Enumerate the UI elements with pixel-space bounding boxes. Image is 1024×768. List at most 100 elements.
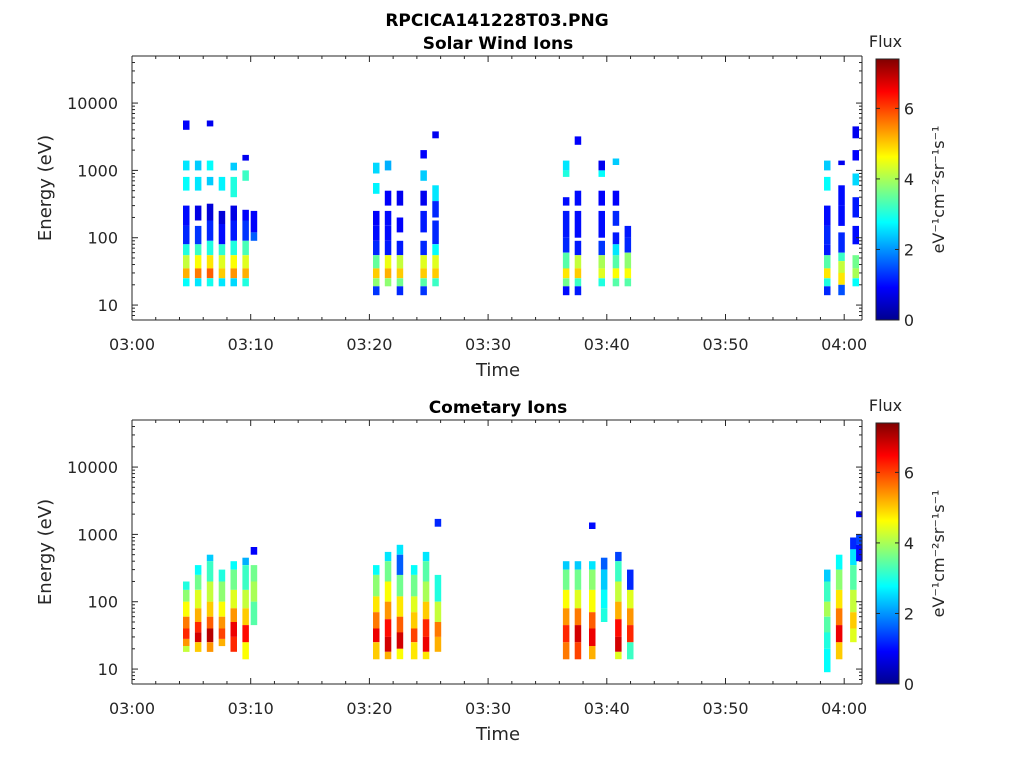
- heatmap-cell: [194, 608, 202, 622]
- heatmap-cell: [384, 255, 392, 269]
- heatmap-cell: [242, 608, 249, 626]
- heatmap-cell: [396, 268, 404, 279]
- heatmap-cell: [410, 596, 418, 613]
- heatmap-cell: [242, 255, 249, 269]
- heatmap-cell: [420, 170, 427, 181]
- heatmap-cell: [422, 551, 430, 562]
- heatmap-cell: [434, 636, 442, 652]
- colorbar: [875, 58, 900, 321]
- heatmap-cell: [183, 225, 190, 245]
- heatmap-cell: [242, 625, 249, 643]
- heatmap-cell: [194, 642, 202, 652]
- heatmap-cell: [250, 581, 258, 602]
- heatmap-cell: [230, 636, 237, 652]
- y-tick-label: 10000: [67, 458, 118, 477]
- heatmap-cell: [206, 203, 214, 221]
- heatmap-cell: [384, 190, 392, 206]
- heatmap-cell: [396, 544, 404, 555]
- heatmap-cells: [183, 511, 863, 673]
- y-tick-label: 10: [98, 660, 118, 679]
- heatmap-cell: [373, 642, 380, 660]
- heatmap-cell: [562, 160, 570, 171]
- x-tick-label: 03:50: [702, 699, 748, 718]
- x-tick-label: 03:30: [465, 699, 511, 718]
- heatmap-cell: [432, 278, 439, 287]
- heatmap-cell: [432, 185, 439, 202]
- heatmap-cell: [612, 232, 620, 245]
- x-tick-label: 03:30: [465, 335, 511, 354]
- heatmap-cell: [598, 160, 605, 171]
- heatmap-cell: [206, 601, 214, 617]
- heatmap-cell: [206, 220, 214, 241]
- heatmap-cell: [838, 252, 845, 262]
- heatmap-cell: [250, 210, 258, 233]
- heatmap-cell: [384, 619, 392, 637]
- heatmap-cell: [434, 518, 442, 527]
- heatmap-cell: [194, 176, 202, 191]
- heatmap-cell: [612, 158, 620, 165]
- heatmap-cell: [230, 162, 237, 171]
- heatmap-cell: [574, 286, 582, 296]
- heatmap-cell: [824, 160, 831, 171]
- heatmap-cell: [574, 625, 582, 643]
- heatmap-cell: [420, 278, 427, 287]
- x-tick-label: 03:20: [346, 335, 392, 354]
- heatmap-cell: [183, 639, 190, 647]
- heatmap-cell: [373, 183, 380, 194]
- heatmap-cell: [384, 210, 392, 226]
- heatmap-cell: [835, 642, 843, 660]
- panel-cometary-ions: 03:00 03:10 03:20 03:30 03:40 03:50 04:00 10 100…: [35, 396, 948, 745]
- heatmap-cell: [218, 176, 226, 191]
- heatmap-cell: [422, 581, 430, 602]
- heatmap-cell: [422, 561, 430, 582]
- colorbar-title: Flux: [869, 32, 902, 51]
- heatmap-cell: [396, 217, 404, 233]
- heatmap-cell: [434, 574, 442, 602]
- heatmap-cell: [824, 632, 831, 649]
- heatmap-cell: [612, 244, 620, 256]
- heatmap-cell: [432, 255, 439, 269]
- heatmap-cell: [589, 561, 596, 570]
- heatmap-cell: [218, 278, 226, 287]
- heatmap-cell: [218, 224, 226, 245]
- heatmap-cell: [627, 589, 634, 609]
- heatmap-cell: [183, 601, 190, 617]
- heatmap-cell: [384, 240, 392, 256]
- colorbar-tick-label: 0: [904, 675, 914, 694]
- heatmap-cell: [824, 225, 831, 245]
- heatmap-cell: [206, 176, 214, 186]
- heatmap-cell: [218, 581, 226, 602]
- heatmap-cell: [835, 589, 843, 609]
- heatmap-cell: [574, 136, 582, 145]
- heatmap-cell: [627, 625, 634, 643]
- heatmap-cell: [384, 551, 392, 562]
- heatmap-cell: [562, 197, 570, 206]
- heatmap-cell: [218, 569, 226, 582]
- heatmap-cell: [420, 210, 427, 233]
- x-tick-label: 03:40: [584, 699, 630, 718]
- heatmap-cell: [373, 574, 380, 597]
- heatmap-cell: [250, 232, 258, 241]
- heatmap-cell: [384, 225, 392, 241]
- heatmap-cell: [562, 170, 570, 177]
- heatmap-cell: [624, 278, 632, 287]
- heatmap-cell: [824, 244, 831, 256]
- heatmap-cell: [852, 278, 859, 287]
- heatmap-cell: [615, 601, 622, 620]
- heatmap-cell: [373, 225, 380, 241]
- heatmap-cell: [230, 220, 237, 241]
- heatmap-cell: [432, 131, 439, 139]
- heatmap-cell: [194, 574, 202, 590]
- heatmap-cell: [384, 651, 392, 660]
- heatmap-cell: [206, 561, 214, 582]
- heatmap-cell: [838, 261, 845, 273]
- heatmap-cell: [856, 544, 863, 562]
- heatmap-cell: [420, 190, 427, 206]
- heatmap-cell: [194, 565, 202, 575]
- panel-solar-wind-ions: 03:00 03:10 03:20 03:30 03:40 03:50 04:00 10 100…: [35, 32, 948, 381]
- heatmap-cell: [835, 625, 843, 643]
- heatmap-cell: [183, 244, 190, 256]
- heatmap-cell: [384, 278, 392, 287]
- heatmap-cell: [194, 255, 202, 269]
- heatmap-cell: [852, 268, 859, 279]
